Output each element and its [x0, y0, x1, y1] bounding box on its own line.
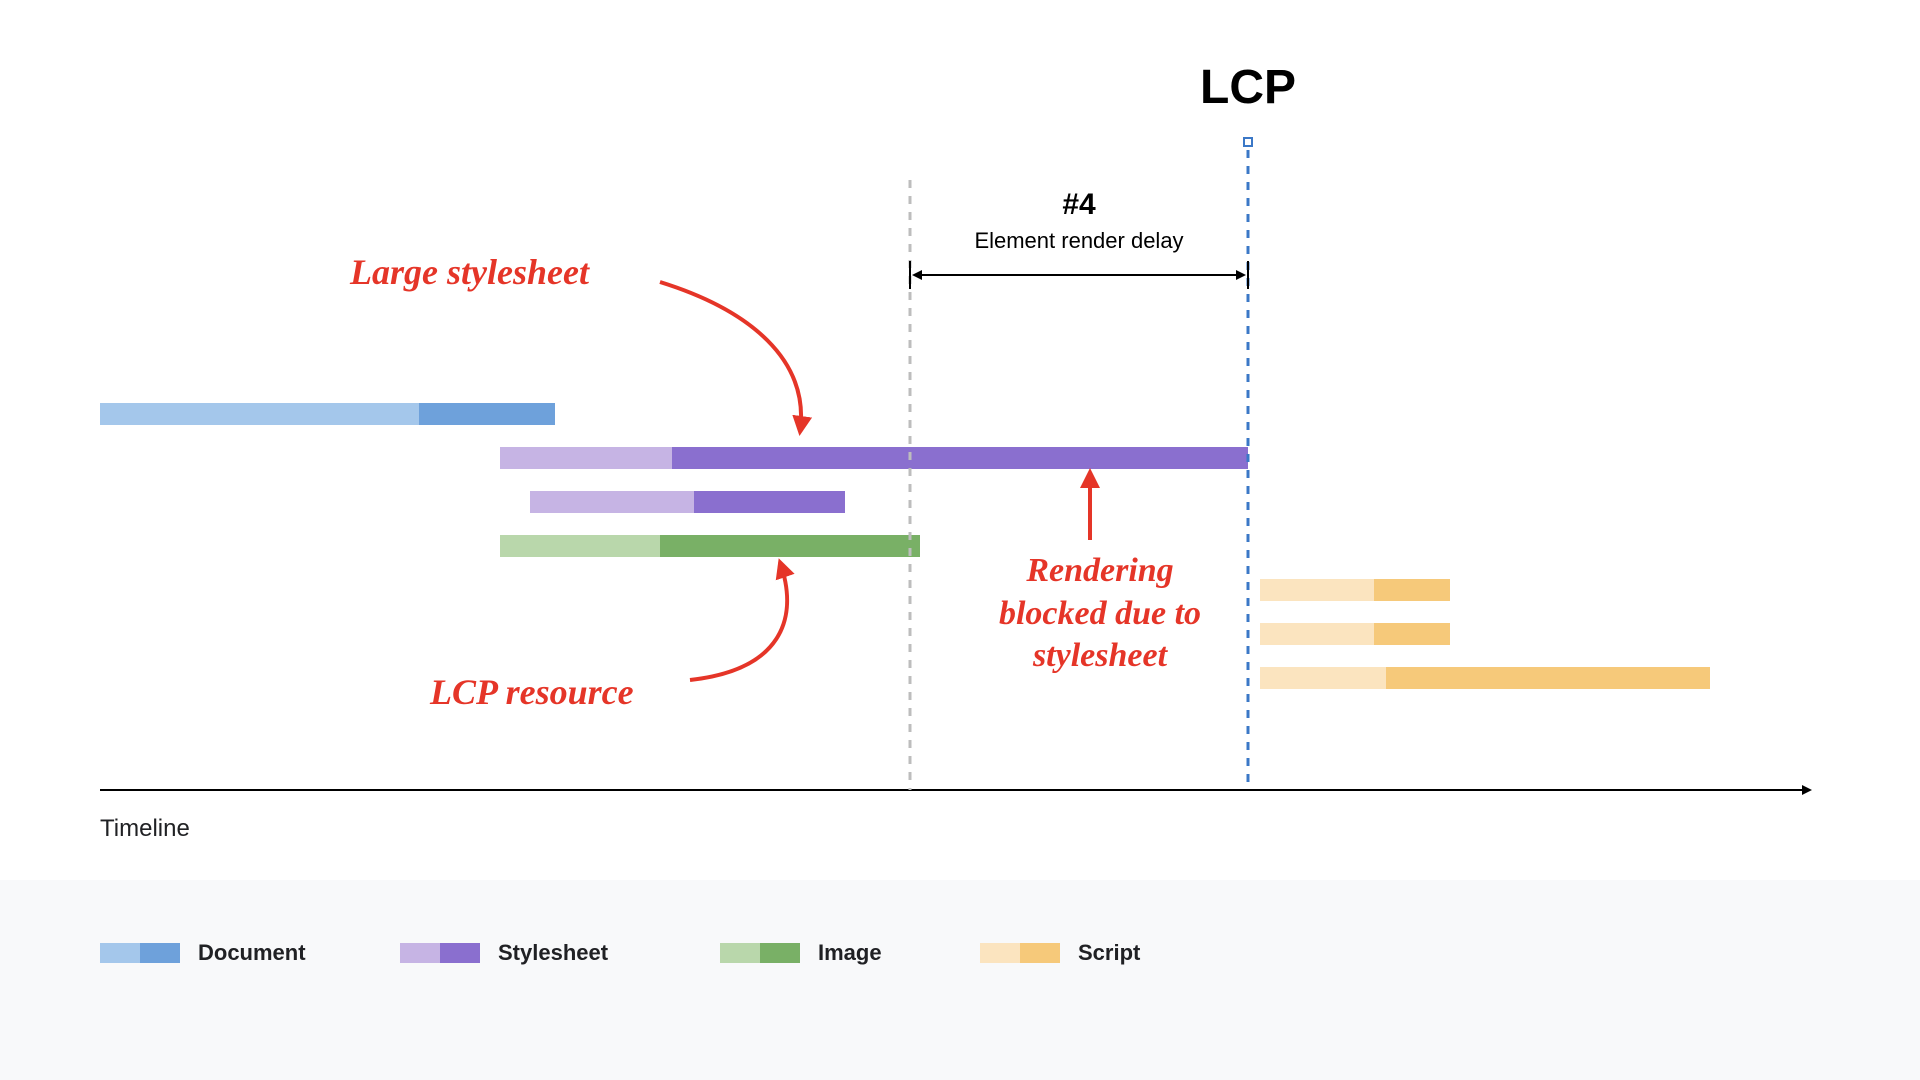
bar-stylesheet-large [500, 447, 1248, 469]
phase-4-subtitle: Element render delay [929, 228, 1229, 254]
legend-bar: Document Stylesheet Image Script [0, 880, 1920, 1080]
legend-item-document: Document [100, 940, 306, 966]
timeline-axis-label: Timeline [100, 815, 190, 843]
legend-swatch [100, 943, 180, 963]
bar-script-2 [1260, 623, 1450, 645]
legend-label: Script [1078, 940, 1140, 966]
legend-swatch [980, 943, 1060, 963]
bar-script-3 [1260, 667, 1710, 689]
phase-4-title: #4 [1039, 188, 1119, 222]
lcp-title: LCP [1200, 60, 1296, 115]
annot-rendering-blocked: Renderingblocked due tostylesheet [970, 550, 1230, 678]
annot-lcp-resource: LCP resource [430, 670, 634, 715]
bar-script-1 [1260, 579, 1450, 601]
legend-label: Image [818, 940, 882, 966]
bar-image-lcp [500, 535, 920, 557]
legend-label: Document [198, 940, 306, 966]
bar-stylesheet-small [530, 491, 845, 513]
legend-swatch [720, 943, 800, 963]
legend-item-image: Image [720, 940, 882, 966]
bar-document [100, 403, 555, 425]
legend-swatch [400, 943, 480, 963]
legend-item-script: Script [980, 940, 1140, 966]
annot-large-stylesheet: Large stylesheet [350, 250, 589, 295]
legend-label: Stylesheet [498, 940, 608, 966]
timeline-chart: LCP #4 Element render delay Large styles… [100, 60, 1820, 820]
legend-item-stylesheet: Stylesheet [400, 940, 608, 966]
overlay-svg [100, 60, 1820, 820]
